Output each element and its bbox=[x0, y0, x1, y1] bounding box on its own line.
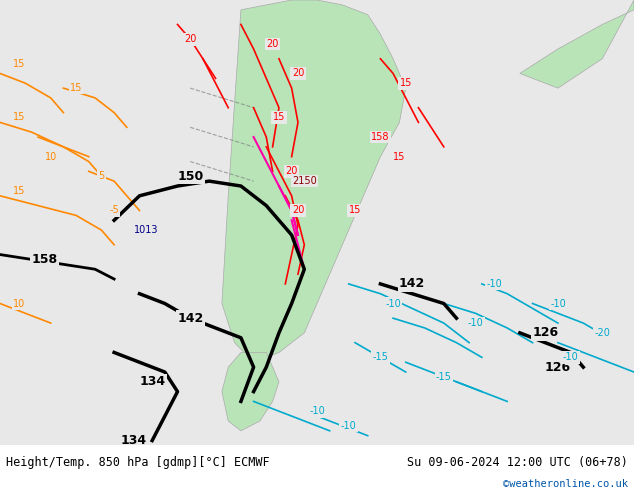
Text: -10: -10 bbox=[468, 318, 483, 328]
Text: 15: 15 bbox=[349, 205, 361, 216]
Text: 134: 134 bbox=[120, 434, 146, 447]
Polygon shape bbox=[222, 352, 279, 431]
Text: 15: 15 bbox=[70, 83, 82, 93]
Text: -5: -5 bbox=[109, 205, 119, 216]
Text: 15: 15 bbox=[399, 78, 412, 88]
Text: 142: 142 bbox=[399, 277, 425, 291]
Text: 20: 20 bbox=[184, 34, 197, 44]
Text: ©weatheronline.co.uk: ©weatheronline.co.uk bbox=[503, 479, 628, 489]
Text: 158: 158 bbox=[371, 132, 390, 142]
Text: Height/Temp. 850 hPa [gdmp][°C] ECMWF: Height/Temp. 850 hPa [gdmp][°C] ECMWF bbox=[6, 456, 270, 469]
Text: -10: -10 bbox=[341, 421, 356, 431]
Text: 134: 134 bbox=[139, 375, 165, 389]
Text: 150: 150 bbox=[177, 170, 204, 183]
Text: -10: -10 bbox=[385, 298, 401, 309]
Text: -20: -20 bbox=[594, 328, 611, 338]
Text: -15: -15 bbox=[436, 372, 452, 382]
Text: 20: 20 bbox=[285, 166, 298, 176]
Text: -15: -15 bbox=[372, 352, 389, 363]
Polygon shape bbox=[222, 0, 406, 362]
Text: 142: 142 bbox=[177, 312, 204, 325]
Text: 158: 158 bbox=[31, 253, 58, 266]
Text: 20: 20 bbox=[292, 205, 304, 216]
Text: 1013: 1013 bbox=[134, 225, 158, 235]
Text: 5: 5 bbox=[98, 171, 105, 181]
Text: 126: 126 bbox=[532, 326, 559, 340]
Text: Su 09-06-2024 12:00 UTC (06+78): Su 09-06-2024 12:00 UTC (06+78) bbox=[407, 456, 628, 469]
Text: 10: 10 bbox=[44, 151, 57, 162]
Text: 20: 20 bbox=[292, 69, 304, 78]
Text: 10: 10 bbox=[13, 298, 25, 309]
FancyBboxPatch shape bbox=[0, 0, 634, 445]
Text: -10: -10 bbox=[563, 352, 578, 363]
Text: -10: -10 bbox=[487, 279, 502, 289]
Text: 15: 15 bbox=[13, 113, 25, 122]
Text: -10: -10 bbox=[550, 298, 566, 309]
Text: -10: -10 bbox=[309, 406, 325, 416]
FancyBboxPatch shape bbox=[0, 445, 634, 490]
Text: 15: 15 bbox=[393, 151, 406, 162]
Text: 20: 20 bbox=[266, 39, 279, 49]
Polygon shape bbox=[520, 0, 634, 88]
Text: 126: 126 bbox=[545, 361, 571, 374]
Text: 15: 15 bbox=[13, 59, 25, 69]
Text: 15: 15 bbox=[13, 186, 25, 196]
Text: 15: 15 bbox=[273, 113, 285, 122]
Text: 2150: 2150 bbox=[292, 176, 317, 186]
